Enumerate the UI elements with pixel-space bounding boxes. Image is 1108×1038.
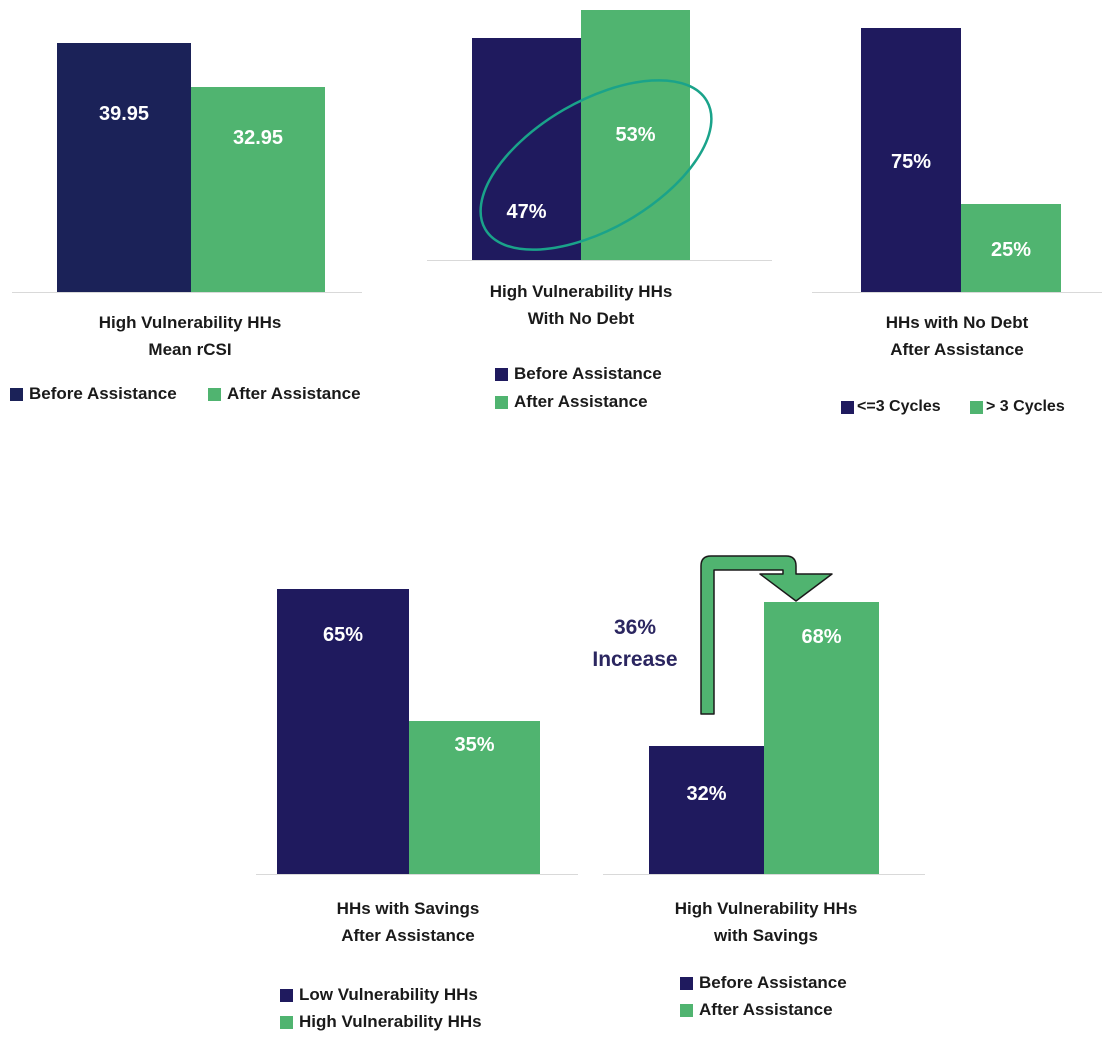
data-label: 35% xyxy=(454,734,495,756)
legend-swatch-before xyxy=(10,387,23,401)
chart-no-debt-cycles: 75% 25% HHs with No Debt After Assistanc… xyxy=(0,0,1108,420)
bar-le-3-cycles xyxy=(861,28,961,292)
legend-swatch-after xyxy=(495,395,508,409)
increase-annotation: 36% Increase xyxy=(592,616,678,671)
data-label: 39.95 xyxy=(98,103,150,125)
legend-swatch-before xyxy=(495,367,508,381)
baseline xyxy=(427,260,772,261)
increase-arrow-icon xyxy=(700,555,833,715)
bar-before-assistance xyxy=(57,43,191,292)
data-label: 32.95 xyxy=(232,127,284,149)
chart-title: HHs with No Debt After Assistance xyxy=(885,313,1029,359)
data-label: 68% xyxy=(801,626,842,648)
legend-item: After Assistance xyxy=(680,1000,833,1020)
legend-item: Before Assistance xyxy=(495,364,662,384)
data-label: 32% xyxy=(686,783,727,805)
chart-no-debt: 47% 53% High Vulnerability HHs With No D… xyxy=(0,0,780,420)
legend-item: High Vulnerability HHs xyxy=(280,1012,482,1032)
bar-after-assistance xyxy=(191,86,325,292)
highlight-ellipse xyxy=(479,79,713,251)
data-label: 75% xyxy=(890,151,932,173)
bar-before-assistance xyxy=(472,38,581,260)
bar-before-assistance xyxy=(649,746,764,874)
legend-item: > 3 Cycles xyxy=(970,398,1065,416)
baseline xyxy=(603,874,925,875)
baseline xyxy=(256,874,578,875)
legend-swatch-before xyxy=(680,976,693,990)
chart-title: HHs with Savings After Assistance xyxy=(336,899,480,945)
data-label: 47% xyxy=(506,201,547,223)
legend-swatch-low xyxy=(280,988,293,1002)
baseline xyxy=(12,292,362,293)
bar-high-vulnerability xyxy=(409,720,540,874)
bar-low-vulnerability xyxy=(277,589,409,874)
bar-gt-3-cycles xyxy=(961,204,1061,292)
data-label: 65% xyxy=(322,624,364,646)
data-label: 53% xyxy=(615,124,656,146)
legend-item: After Assistance xyxy=(208,384,361,404)
legend-item: <=3 Cycles xyxy=(841,398,941,416)
chart-title: High Vulnerability HHs Mean rCSI xyxy=(98,313,282,359)
chart-title: High Vulnerability HHs with Savings xyxy=(674,899,858,945)
legend-item: After Assistance xyxy=(495,392,648,412)
legend-swatch-gt3 xyxy=(970,400,983,414)
legend-swatch-after xyxy=(208,387,221,401)
legend-swatch-le3 xyxy=(841,400,854,414)
data-label: 25% xyxy=(990,239,1032,261)
legend-swatch-high xyxy=(280,1015,293,1029)
bar-after-assistance xyxy=(764,602,879,874)
legend-item: Before Assistance xyxy=(680,973,847,993)
chart-mean-rcsi: 39.95 32.95 High Vulnerability HHs Mean … xyxy=(0,0,400,420)
chart-savings: 65% 35% HHs with Savings After Assistanc… xyxy=(256,589,578,1032)
legend-swatch-after xyxy=(680,1003,693,1017)
legend-item: Low Vulnerability HHs xyxy=(280,985,478,1005)
baseline xyxy=(812,292,1102,293)
chart-title: High Vulnerability HHs With No Debt xyxy=(489,282,673,328)
legend-item: Before Assistance xyxy=(10,384,177,404)
bar-after-assistance xyxy=(581,10,690,260)
